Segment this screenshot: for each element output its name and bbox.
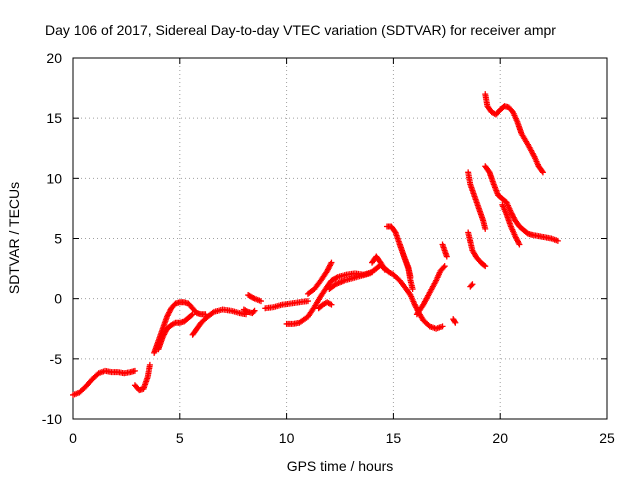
data-point xyxy=(328,301,335,308)
data-point xyxy=(304,298,311,305)
data-point xyxy=(131,367,138,374)
data-point xyxy=(250,294,257,301)
chart-title: Day 106 of 2017, Sidereal Day-to-day VTE… xyxy=(45,22,556,38)
data-points xyxy=(70,91,561,398)
x-tick-label: 25 xyxy=(599,430,615,446)
data-point xyxy=(189,311,196,318)
data-point xyxy=(468,282,475,289)
data-point xyxy=(554,237,561,244)
data-point xyxy=(539,169,546,176)
x-tick-label: 5 xyxy=(176,430,184,446)
data-point xyxy=(146,361,153,368)
data-point xyxy=(188,312,195,319)
data-point xyxy=(452,319,459,326)
data-point xyxy=(409,286,416,293)
grid-lines xyxy=(73,58,607,419)
y-tick-label: -5 xyxy=(50,351,63,367)
axis-ticks: 0 5 10 15 20 25 -10 -5 0 5 10 15 20 xyxy=(42,50,615,446)
y-axis-label: SDTVAR / TECUs xyxy=(6,182,22,294)
x-tick-label: 10 xyxy=(279,430,295,446)
data-point xyxy=(440,264,447,271)
data-point xyxy=(328,259,335,266)
y-tick-label: 15 xyxy=(46,110,62,126)
data-point xyxy=(250,308,257,315)
x-axis-label: GPS time / hours xyxy=(287,458,394,474)
x-tick-label: 0 xyxy=(69,430,77,446)
y-tick-label: 10 xyxy=(46,170,62,186)
data-point xyxy=(451,318,458,325)
data-point xyxy=(257,298,264,305)
y-tick-label: 5 xyxy=(54,231,62,247)
data-point xyxy=(482,263,489,270)
data-point xyxy=(333,274,340,281)
data-point xyxy=(469,281,476,288)
x-tick-label: 20 xyxy=(492,430,508,446)
y-tick-label: -10 xyxy=(42,411,62,427)
data-point xyxy=(443,253,450,260)
data-point xyxy=(251,307,258,314)
data-point xyxy=(407,274,414,281)
data-point xyxy=(482,225,489,232)
data-point xyxy=(439,323,446,330)
y-tick-label: 20 xyxy=(46,50,62,66)
data-point xyxy=(539,168,546,175)
data-point xyxy=(516,241,523,248)
x-tick-label: 15 xyxy=(386,430,402,446)
data-point xyxy=(381,266,388,273)
data-point xyxy=(441,263,448,270)
data-point xyxy=(481,262,488,269)
y-tick-label: 0 xyxy=(54,291,62,307)
